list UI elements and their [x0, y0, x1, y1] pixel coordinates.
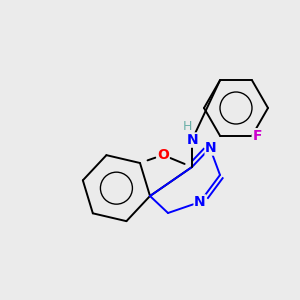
- Text: H: H: [182, 121, 192, 134]
- Text: F: F: [252, 129, 262, 143]
- Text: N: N: [187, 133, 199, 147]
- Text: N: N: [205, 141, 217, 155]
- Text: O: O: [157, 148, 169, 162]
- Text: N: N: [194, 195, 206, 209]
